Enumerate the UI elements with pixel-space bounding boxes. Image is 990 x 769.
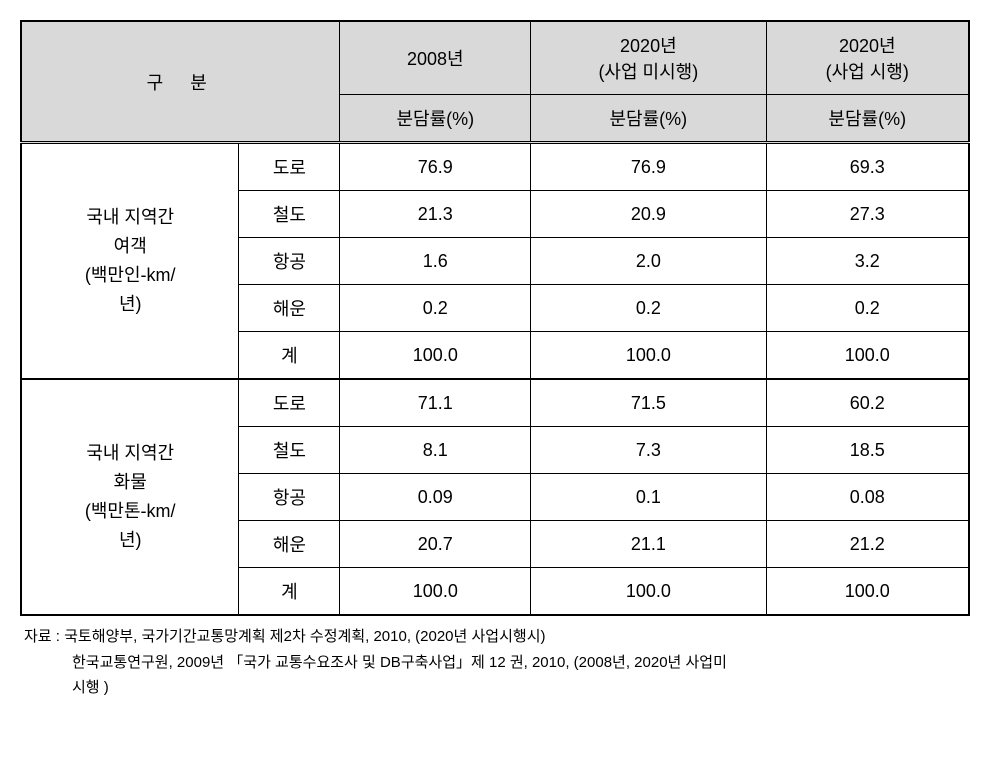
header-rate-2: 분담률(%) [531,95,766,143]
cell-value: 76.9 [340,143,531,191]
cell-value: 0.2 [766,285,969,332]
cell-mode: 해운 [239,285,340,332]
cell-value: 21.1 [531,521,766,568]
cell-value: 3.2 [766,238,969,285]
cell-mode: 계 [239,332,340,380]
cell-mode: 철도 [239,427,340,474]
header-rate-3: 분담률(%) [766,95,969,143]
cell-value: 0.2 [340,285,531,332]
cell-value: 100.0 [531,332,766,380]
footnote-line2: 한국교통연구원, 2009년 「국가 교통수요조사 및 DB구축사업」제 12 … [24,650,970,676]
cell-value: 71.5 [531,379,766,427]
modal-share-table: 구분 2008년 2020년 (사업 미시행) 2020년 (사업 시행) 분담… [20,20,970,616]
header-col2-year: 2020년 [620,36,677,56]
cell-value: 20.7 [340,521,531,568]
cell-value: 0.2 [531,285,766,332]
header-classification: 구분 [21,21,340,143]
header-col1: 2008년 [340,21,531,95]
footnote-line3: 시행 ) [24,675,970,701]
cell-value: 20.9 [531,191,766,238]
cell-mode: 도로 [239,143,340,191]
cell-value: 100.0 [340,332,531,380]
cell-value: 0.08 [766,474,969,521]
cell-value: 76.9 [531,143,766,191]
cell-mode: 철도 [239,191,340,238]
group2-label: 국내 지역간 화물 (백만톤-km/ 년) [21,379,239,615]
cell-value: 1.6 [340,238,531,285]
footnote: 자료 : 국토해양부, 국가기간교통망계획 제2차 수정계획, 2010, (2… [20,624,970,701]
table-row: 국내 지역간 여객 (백만인-km/ 년) 도로 76.9 76.9 69.3 [21,143,969,191]
header-col2-sub: (사업 미시행) [598,62,698,82]
cell-mode: 도로 [239,379,340,427]
cell-value: 100.0 [531,568,766,616]
group1-label: 국내 지역간 여객 (백만인-km/ 년) [21,143,239,380]
cell-value: 100.0 [766,568,969,616]
header-col2: 2020년 (사업 미시행) [531,21,766,95]
cell-value: 71.1 [340,379,531,427]
cell-value: 100.0 [340,568,531,616]
header-col3: 2020년 (사업 시행) [766,21,969,95]
cell-mode: 항공 [239,238,340,285]
cell-mode: 계 [239,568,340,616]
cell-mode: 해운 [239,521,340,568]
cell-value: 0.1 [531,474,766,521]
table-row: 국내 지역간 화물 (백만톤-km/ 년) 도로 71.1 71.5 60.2 [21,379,969,427]
cell-value: 100.0 [766,332,969,380]
footnote-line1: 자료 : 국토해양부, 국가기간교통망계획 제2차 수정계획, 2010, (2… [24,628,545,645]
cell-mode: 항공 [239,474,340,521]
cell-value: 21.3 [340,191,531,238]
header-col3-sub: (사업 시행) [826,62,909,82]
header-rate-1: 분담률(%) [340,95,531,143]
cell-value: 8.1 [340,427,531,474]
cell-value: 0.09 [340,474,531,521]
cell-value: 27.3 [766,191,969,238]
cell-value: 18.5 [766,427,969,474]
cell-value: 60.2 [766,379,969,427]
header-col3-year: 2020년 [839,36,896,56]
cell-value: 69.3 [766,143,969,191]
header-col1-year: 2008년 [407,49,464,69]
cell-value: 2.0 [531,238,766,285]
table-container: 구분 2008년 2020년 (사업 미시행) 2020년 (사업 시행) 분담… [20,20,970,701]
cell-value: 21.2 [766,521,969,568]
cell-value: 7.3 [531,427,766,474]
